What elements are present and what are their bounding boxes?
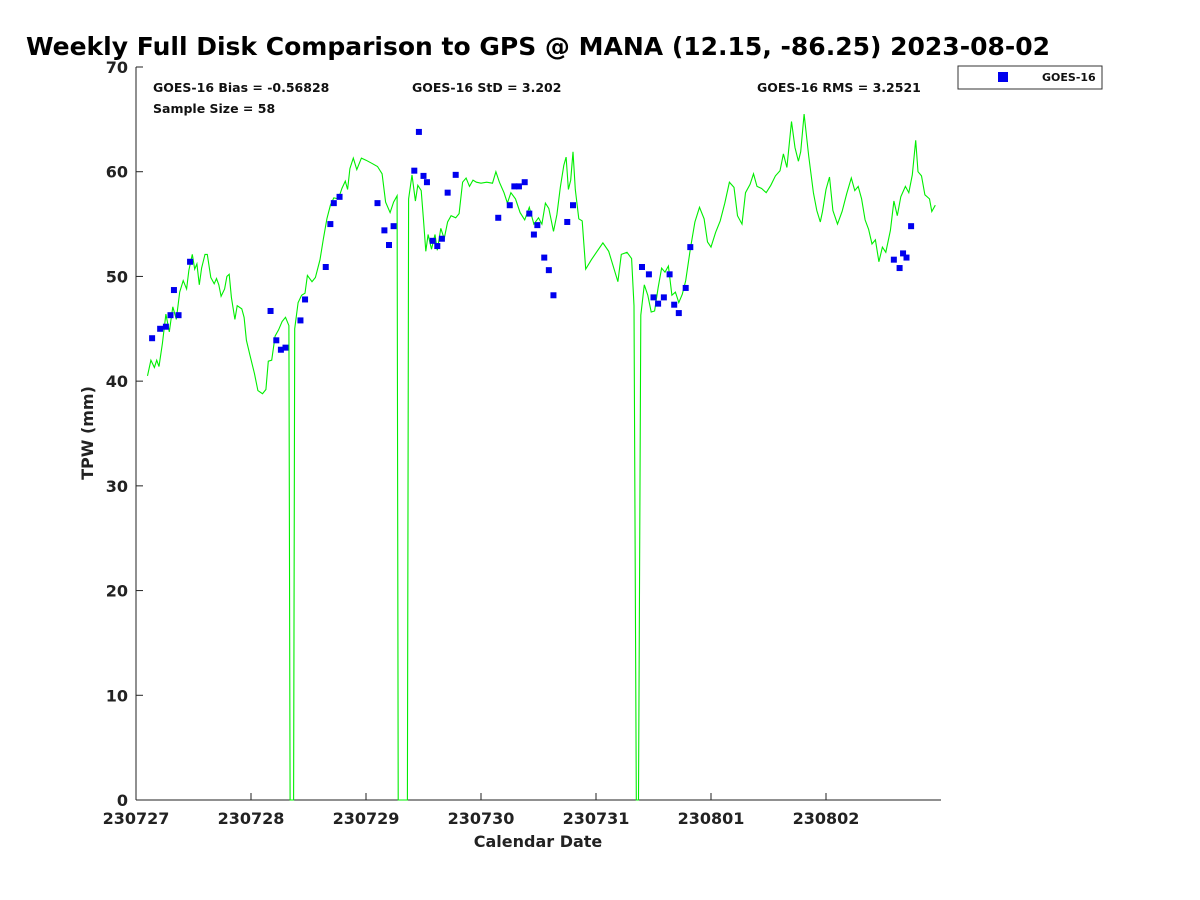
x-axis-label: Calendar Date [474,832,603,851]
gps-line [146,114,936,801]
y-tick-label: 20 [106,582,128,601]
goes16-point [282,344,289,351]
goes16-point [903,254,910,261]
y-tick-label: 60 [106,163,128,182]
y-axis-ticks: 0 10 20 30 40 50 60 70 [106,58,143,810]
y-tick-label: 30 [106,477,128,496]
legend: GOES-16 [957,65,1103,90]
plot-area [136,67,941,800]
goes16-point [666,271,673,278]
goes16-point [267,307,274,314]
goes16-point [434,243,441,250]
goes16-point [511,183,518,190]
goes16-point [167,312,174,319]
goes16-point [187,258,194,265]
legend-box [957,65,1103,90]
goes16-point [530,231,537,238]
goes16-point [655,300,662,307]
goes16-point [564,218,571,225]
y-tick-label: 50 [106,267,128,286]
gps-series [146,114,936,801]
x-tick-label: 230728 [218,809,285,828]
goes16-point [890,256,897,263]
x-tick-label: 230802 [793,809,860,828]
goes16-point [534,222,541,229]
goes16-point [277,346,284,353]
goes16-point [675,310,682,317]
goes16-point [495,214,502,221]
goes16-point [444,189,451,196]
goes16-point [639,264,645,271]
goes16-point [297,317,304,324]
goes16-point [302,296,309,303]
goes16-point [423,179,430,186]
goes16-series [149,128,915,353]
goes16-point [545,267,552,274]
y-tick-label: 0 [117,791,128,810]
goes16-point [526,210,533,217]
goes16-point [149,335,156,342]
y-tick-label: 70 [106,58,128,77]
goes16-point [650,294,657,301]
goes16-point [386,242,392,249]
y-axis-label: TPW (mm) [78,386,97,480]
goes16-point [438,235,445,242]
goes16-point [175,312,182,319]
goes16-point [570,202,576,209]
x-tick-label: 230801 [678,809,745,828]
x-tick-label: 230730 [448,809,515,828]
goes16-point [162,323,169,330]
goes16-point [908,223,915,230]
goes16-point [900,250,907,257]
goes16-point [336,193,343,200]
y-tick-label: 10 [106,686,128,705]
x-axis-ticks: 230727 230728 230729 230730 230731 230801 2308… [103,793,860,828]
goes16-point [322,264,329,271]
goes16-point [374,200,381,207]
goes16-point [327,221,334,228]
y-tick-label: 40 [106,372,128,391]
legend-label: GOES-16 [1042,71,1096,84]
goes16-point [170,287,177,294]
x-tick-label: 230729 [333,809,400,828]
bias-stat: GOES-16 Bias = -0.56828 [153,80,329,95]
goes16-point [896,265,903,272]
chart-title: Weekly Full Disk Comparison to GPS @ MAN… [26,32,1050,61]
goes16-point [521,179,528,186]
x-tick-label: 230727 [103,809,170,828]
goes16-point [645,271,652,278]
goes16-point [541,254,548,261]
goes16-point [157,325,164,332]
goes16-point [687,244,694,251]
goes16-point [411,167,418,174]
goes16-point [660,294,667,301]
goes16-point [506,202,513,209]
goes16-point [420,172,427,179]
goes16-point [330,200,337,207]
legend-marker [998,72,1008,82]
goes16-point [550,292,557,299]
goes16-point [415,128,422,135]
goes16-point [671,301,678,308]
goes16-point [429,237,436,244]
goes16-point [390,223,397,230]
sample-size-stat: Sample Size = 58 [153,101,275,116]
goes16-point [515,183,522,190]
goes16-point [273,337,280,344]
goes16-point [682,284,689,291]
rms-stat: GOES-16 RMS = 3.2521 [757,80,921,95]
goes16-point [452,171,459,178]
std-stat: GOES-16 StD = 3.202 [412,80,561,95]
x-tick-label: 230731 [563,809,630,828]
goes16-point [381,227,388,234]
